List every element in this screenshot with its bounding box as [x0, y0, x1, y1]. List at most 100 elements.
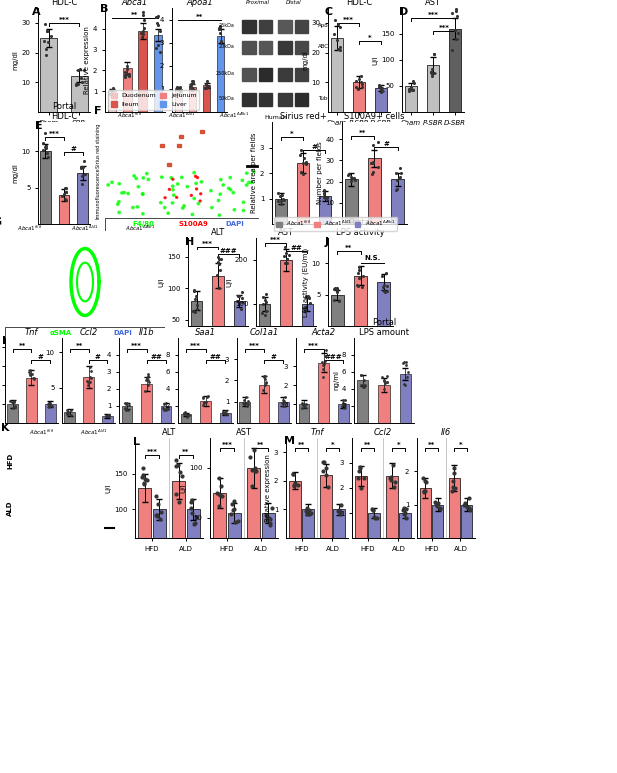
Point [44, 400, 54, 413]
Point [44, 397, 54, 409]
Circle shape [229, 176, 231, 179]
Point [336, 499, 346, 512]
Point [197, 393, 207, 405]
Point [27, 367, 37, 380]
Circle shape [27, 441, 32, 446]
Point [404, 83, 414, 95]
Point [395, 167, 405, 179]
Point [279, 250, 289, 262]
Point [354, 261, 364, 273]
Point [360, 373, 370, 386]
Bar [333, 509, 345, 538]
Point [175, 83, 184, 96]
Y-axis label: LAL activity (EU/ml): LAL activity (EU/ml) [302, 247, 308, 317]
Point [464, 492, 474, 505]
Point [306, 507, 316, 519]
Point [85, 376, 94, 388]
Point [173, 88, 183, 100]
Circle shape [160, 202, 162, 204]
Point [319, 455, 329, 468]
Point [44, 397, 54, 410]
Text: $Abca1^{\Delta Vl1}$: $Abca1^{\Delta Vl1}$ [71, 224, 99, 233]
Bar [375, 88, 387, 112]
Text: ##: ## [151, 354, 162, 360]
Point [358, 270, 368, 282]
Bar [259, 41, 272, 54]
Circle shape [199, 200, 201, 202]
Text: **: ** [298, 442, 305, 448]
Point [258, 383, 268, 396]
Point [383, 376, 392, 388]
Point [186, 80, 196, 92]
Title: ALT: ALT [162, 428, 176, 438]
Point [42, 25, 52, 37]
Circle shape [181, 207, 184, 209]
Point [339, 394, 349, 407]
Point [86, 365, 96, 377]
Point [356, 482, 366, 495]
Point [152, 509, 162, 521]
Point [77, 170, 86, 182]
Point [143, 374, 152, 386]
Circle shape [217, 199, 220, 202]
Point [187, 84, 197, 97]
Text: #: # [311, 144, 317, 149]
Point [299, 152, 308, 164]
Point [73, 77, 83, 90]
Circle shape [247, 182, 250, 184]
Point [233, 295, 242, 308]
Point [183, 410, 193, 423]
Title: Portal
HDL-C: Portal HDL-C [51, 102, 77, 121]
Point [222, 408, 232, 421]
Point [173, 458, 183, 471]
Point [234, 290, 244, 302]
Point [43, 397, 53, 410]
Point [429, 66, 439, 79]
Bar [108, 91, 116, 112]
Bar [319, 196, 331, 224]
Point [43, 26, 52, 38]
Point [304, 503, 314, 516]
Point [189, 305, 199, 318]
Circle shape [28, 469, 33, 474]
Point [220, 408, 230, 421]
Point [76, 72, 86, 84]
Point [377, 270, 387, 282]
Point [182, 409, 192, 421]
Point [72, 78, 81, 90]
Title: AST: AST [425, 0, 441, 7]
Point [299, 398, 308, 410]
Circle shape [210, 206, 213, 209]
Point [155, 513, 165, 526]
Point [273, 187, 283, 199]
Point [106, 88, 115, 100]
Point [120, 402, 130, 414]
Circle shape [74, 458, 80, 463]
Title: Abca1: Abca1 [122, 0, 148, 7]
Point [367, 502, 377, 515]
Point [278, 394, 288, 407]
Point [370, 511, 379, 523]
Circle shape [218, 214, 221, 216]
Point [301, 291, 311, 303]
Circle shape [172, 179, 174, 180]
Point [25, 368, 35, 380]
Point [280, 397, 290, 409]
Bar [247, 468, 260, 568]
Point [120, 403, 130, 415]
Point [172, 454, 181, 466]
Bar [391, 179, 404, 224]
Point [199, 396, 209, 408]
Point [187, 506, 197, 519]
Circle shape [164, 206, 166, 209]
Point [104, 408, 114, 421]
Point [335, 21, 345, 33]
Bar [189, 87, 196, 112]
Y-axis label: ng/ml: ng/ml [333, 370, 339, 390]
Text: **: ** [428, 442, 435, 448]
Point [376, 83, 386, 96]
Point [321, 461, 331, 474]
Point [174, 495, 184, 508]
Point [218, 406, 228, 418]
Point [380, 285, 390, 298]
